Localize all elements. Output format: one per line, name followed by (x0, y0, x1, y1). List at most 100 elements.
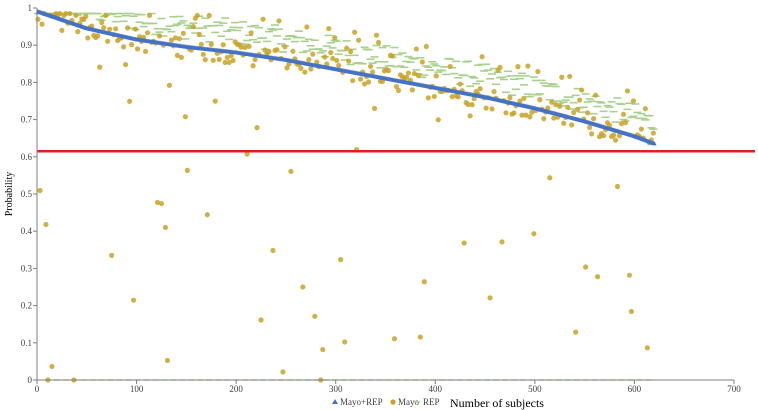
mayo-point (415, 72, 421, 79)
mayo-point (373, 32, 380, 38)
mayo-point (503, 110, 509, 116)
mayo-point (644, 345, 650, 351)
y-tick-label: 0.8 (21, 77, 33, 87)
mayo-point (300, 284, 306, 290)
mayo-point (371, 105, 378, 111)
mayo-point (549, 99, 555, 105)
mayo-point (630, 98, 637, 104)
mayo-point (180, 30, 186, 36)
mayo-point (43, 221, 49, 228)
mayo-point (405, 70, 412, 76)
x-tick-label: 500 (528, 384, 542, 394)
mayo-point (515, 64, 521, 70)
mayo-point (447, 63, 453, 70)
mayo-point (73, 12, 79, 19)
mayo-point (417, 334, 423, 340)
mayo-point (461, 240, 467, 246)
mayo-point (579, 87, 585, 93)
mayo-point (421, 279, 427, 285)
mayo-point (208, 41, 214, 48)
x-tick-label: 600 (628, 384, 642, 394)
mayo-point (409, 87, 415, 93)
mayo-point (113, 26, 119, 32)
y-tick-label: 0.4 (21, 226, 33, 236)
mayo-point (216, 56, 222, 63)
mayo-point (330, 55, 336, 62)
mayo-point (545, 105, 551, 111)
mayo-point (395, 87, 402, 94)
legend-mayo-rep-swatch (332, 399, 338, 404)
mayo-point (413, 46, 419, 52)
mayo-point (455, 94, 461, 100)
mayo-point (142, 48, 149, 55)
mayo-point (128, 42, 135, 48)
mayo-point (57, 10, 63, 17)
mayo-point (338, 257, 344, 263)
mayo-point (146, 12, 153, 19)
y-tick-label: 0.7 (21, 115, 33, 125)
mayo-point (573, 329, 579, 335)
mayo-point (591, 116, 597, 122)
y-tick-label: 0.9 (21, 40, 33, 50)
mayo-point (431, 93, 437, 100)
mayo-point (523, 112, 529, 118)
mayo-point (391, 336, 398, 342)
mayo-point (600, 133, 607, 139)
mayo-point (491, 89, 497, 95)
mayo-point (276, 18, 282, 24)
mayo-point (393, 83, 400, 90)
mayo-point (190, 23, 196, 30)
mayo-point (284, 65, 290, 71)
mayo-point (449, 94, 455, 100)
y-tick-label: 0.5 (21, 189, 33, 199)
mayo-point (83, 13, 89, 19)
mayo-point (121, 44, 127, 50)
mayo-point (224, 54, 230, 61)
y-tick-label: 1 (28, 3, 33, 13)
y-axis-title: Probability (4, 172, 15, 216)
mayo-point (541, 116, 547, 122)
mayo-point (425, 95, 431, 101)
mayo-point (517, 98, 523, 104)
mayo-point (226, 59, 232, 66)
mayo-point (561, 120, 567, 126)
mayo-point (222, 59, 228, 66)
mayo-point (246, 43, 252, 49)
mayo-point (352, 29, 358, 35)
mayo-point (248, 30, 254, 36)
axes: 0 100 200 300 400 500 600 700 0 0.1 0.2 0.3 0.4 0.5 0.… (21, 3, 742, 394)
mayo-point (304, 24, 310, 30)
mayo-point (184, 167, 190, 173)
mayo-point (369, 69, 376, 75)
mayo-point (132, 26, 139, 32)
mayo-point (196, 31, 202, 37)
mayo-point (419, 59, 425, 65)
mayo-point (358, 76, 364, 82)
mayo-point (334, 57, 340, 64)
mayo-point (435, 117, 441, 123)
mayo-point (519, 112, 525, 118)
mayo-point (109, 252, 115, 258)
mayo-point (172, 35, 179, 41)
mayo-point (162, 224, 169, 231)
mayo-point (125, 25, 131, 31)
legend-rep-label: REP (423, 397, 440, 407)
mayo-point (521, 95, 527, 101)
mayo-point (594, 274, 601, 280)
mayo-point (312, 313, 318, 319)
mayo-point (282, 44, 288, 50)
mayo-point (328, 50, 334, 56)
mayo-point (274, 47, 280, 53)
mayo-point (423, 43, 429, 50)
mayo-point (614, 183, 621, 190)
mayo-point (507, 95, 513, 101)
mayo-point (97, 64, 103, 70)
mayo-point (220, 42, 226, 48)
mayo-point (310, 51, 316, 57)
mayo-point (101, 25, 107, 31)
mayo-point (553, 102, 559, 108)
mayo-point (547, 175, 553, 181)
mayo-point (194, 12, 200, 19)
mayo-point (489, 106, 495, 112)
